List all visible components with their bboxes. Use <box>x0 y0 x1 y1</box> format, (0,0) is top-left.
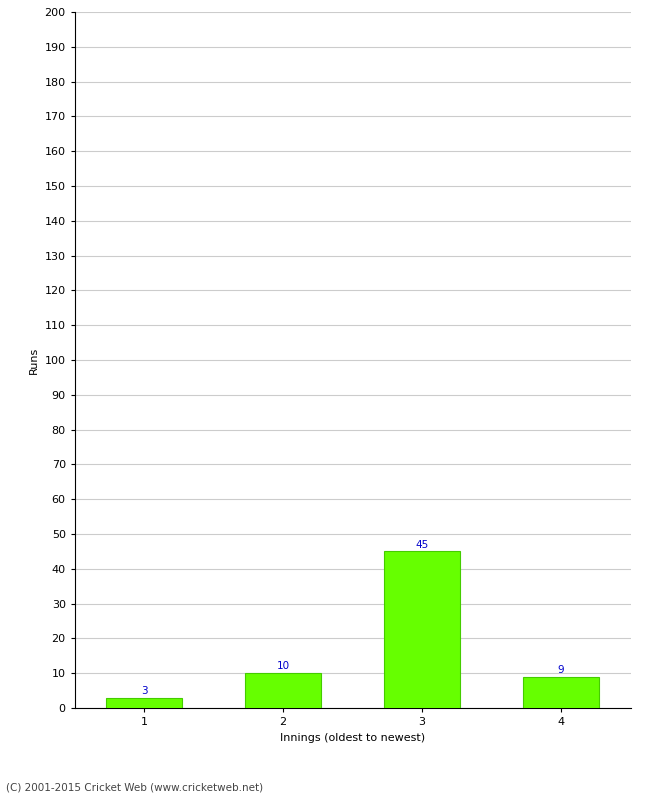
Text: 9: 9 <box>558 665 564 675</box>
Bar <box>384 551 460 708</box>
Text: 10: 10 <box>277 662 290 671</box>
Bar <box>106 698 183 708</box>
Text: 45: 45 <box>415 540 429 550</box>
X-axis label: Innings (oldest to newest): Innings (oldest to newest) <box>280 733 425 742</box>
Bar <box>245 674 321 708</box>
Y-axis label: Runs: Runs <box>29 346 39 374</box>
Bar <box>523 677 599 708</box>
Text: (C) 2001-2015 Cricket Web (www.cricketweb.net): (C) 2001-2015 Cricket Web (www.cricketwe… <box>6 782 264 792</box>
Text: 3: 3 <box>141 686 148 696</box>
